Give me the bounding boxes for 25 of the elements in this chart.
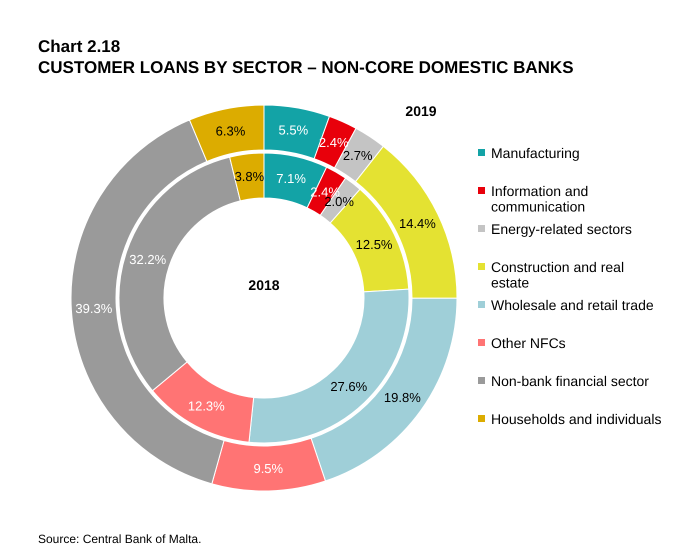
data-label: 14.4% — [398, 216, 436, 232]
data-label: 6.3% — [216, 123, 246, 138]
data-label: 5.5% — [278, 122, 309, 138]
data-label: 19.8% — [384, 390, 422, 406]
legend-label: Construction and real estate — [491, 258, 624, 290]
chart-title: Chart 2.18 — [38, 37, 120, 56]
legend-label: Information and communication — [491, 182, 588, 214]
data-label: 27.6% — [330, 378, 368, 394]
data-label: 12.3% — [188, 398, 226, 414]
legend-label: Other NFCs — [491, 334, 566, 351]
chart-subtitle: CUSTOMER LOANS BY SECTOR – NON-CORE DOMESTIC BANKS — [38, 58, 574, 77]
data-label: 32.2% — [129, 252, 167, 268]
legend-label: Non-bank financial sector — [491, 372, 650, 389]
legend-label: Manufacturing — [491, 144, 580, 161]
data-label: 39.3% — [75, 301, 113, 316]
data-label: 12.5% — [356, 236, 393, 252]
source-note: Source: Central Bank of Malta. — [38, 532, 202, 546]
slice-label: 2018 — [248, 277, 280, 293]
data-label: 2.7% — [342, 148, 373, 164]
legend-label: Wholesale and retail trade — [491, 296, 654, 313]
legend-label: Households and individuals — [491, 410, 662, 427]
slice-label: 2019 — [405, 103, 437, 119]
data-label: 7.1% — [276, 171, 306, 186]
data-label: 9.5% — [253, 460, 284, 476]
legend-label: Energy-related sectors — [491, 220, 632, 237]
